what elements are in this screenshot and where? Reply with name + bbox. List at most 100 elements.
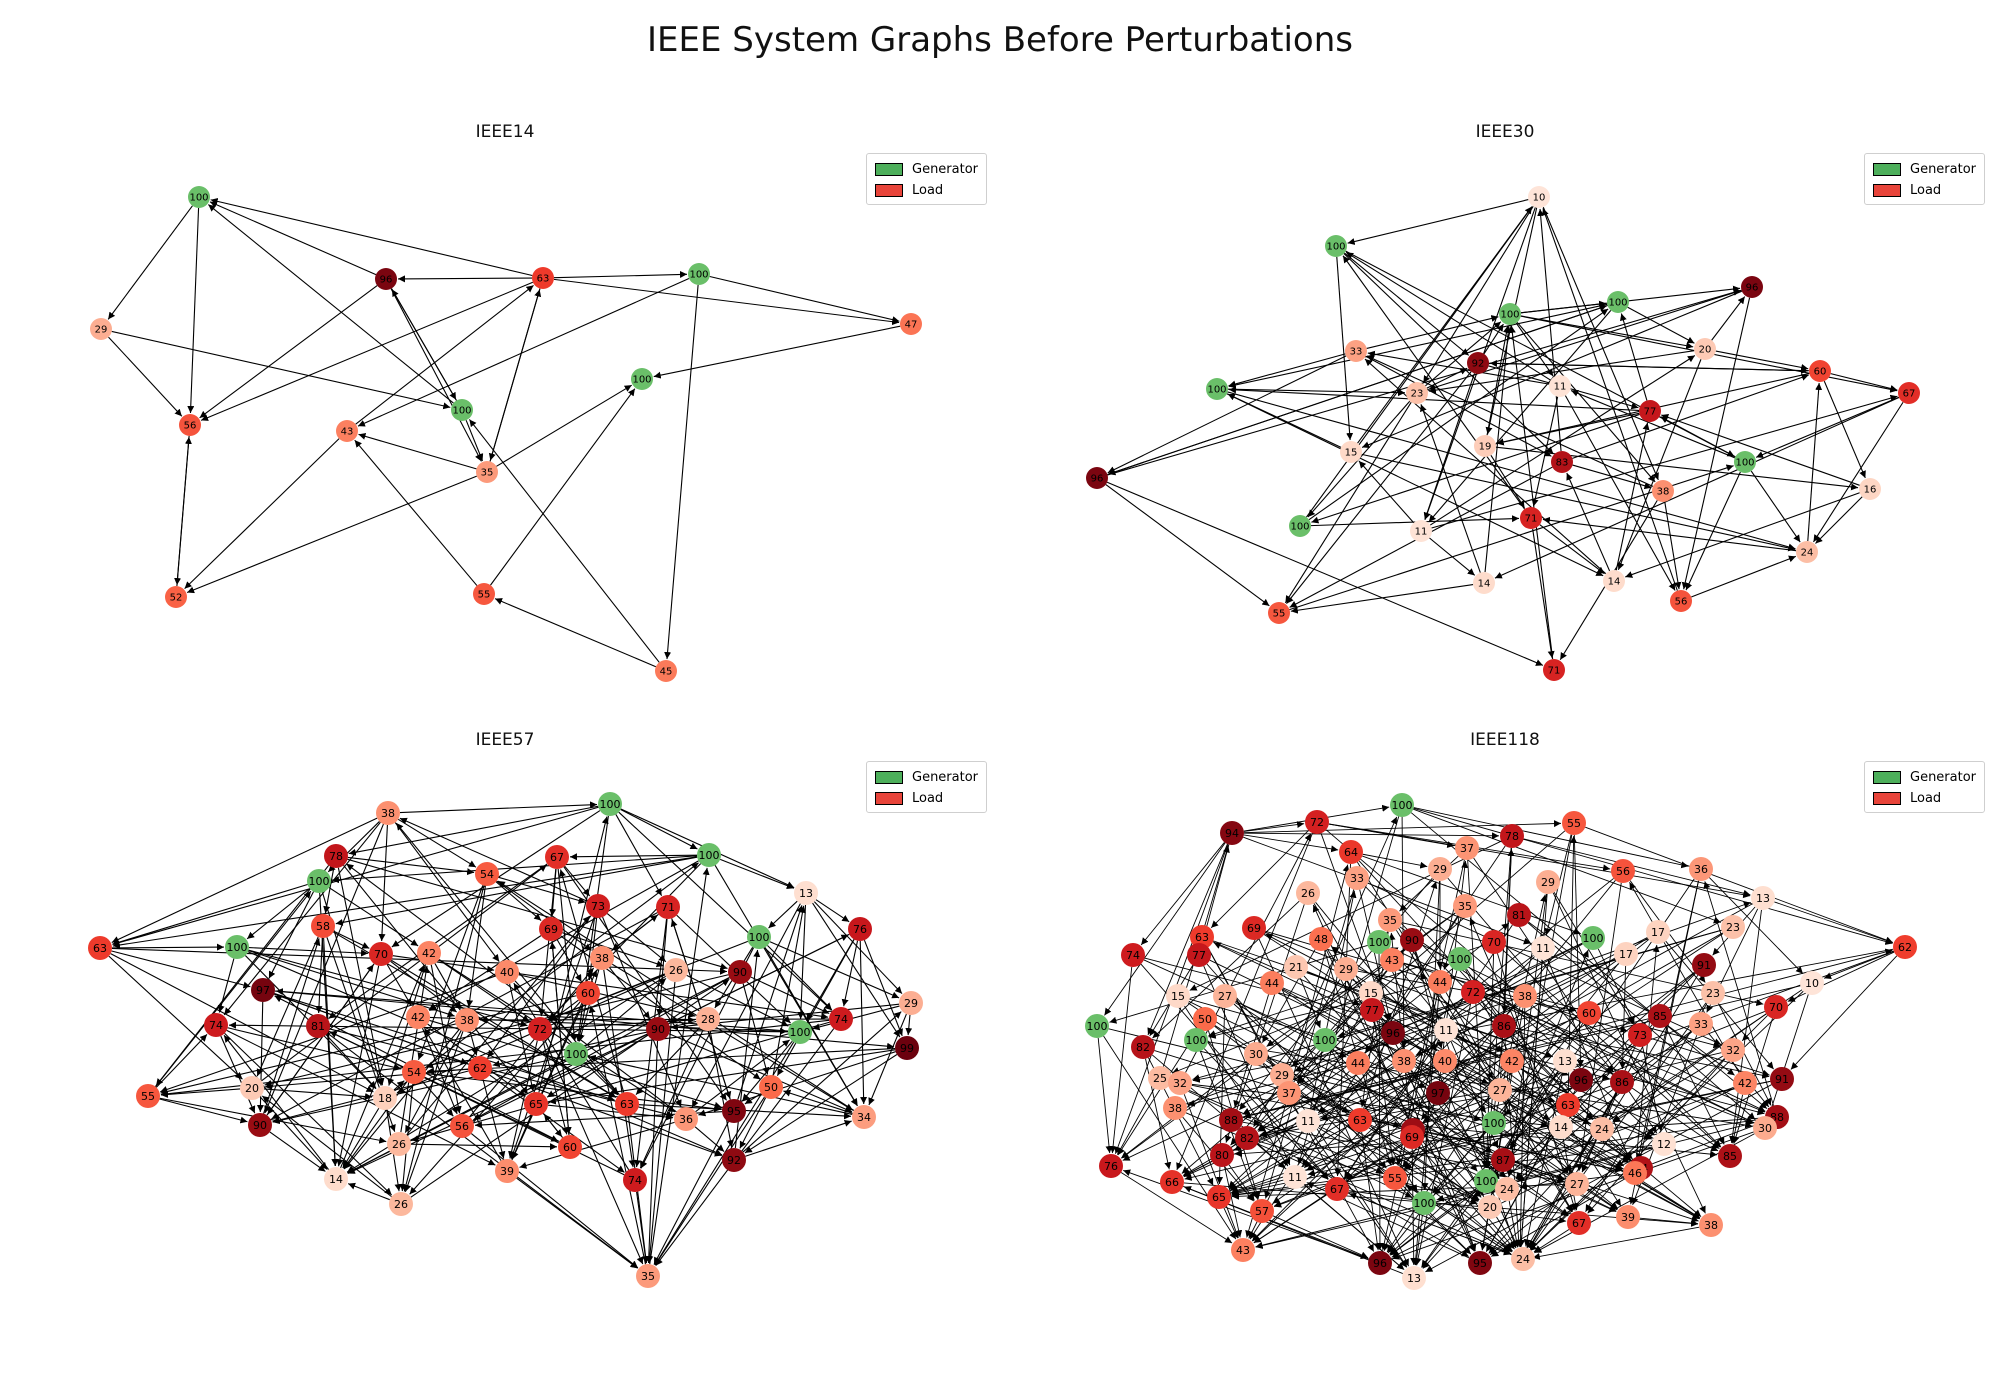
edge	[325, 1034, 377, 1089]
node-label: 78	[329, 850, 343, 863]
panel-ieee14: 100 29 56 52 96 63 43 100 35 100 100 47 55 45	[90, 186, 922, 682]
generator-node: 100	[564, 1042, 588, 1066]
node-label: 57	[1255, 1205, 1269, 1218]
node-circle	[204, 1013, 228, 1037]
node-circle	[376, 801, 400, 825]
load-node: 15	[1359, 981, 1383, 1005]
edge	[347, 976, 730, 1174]
load-node: 20	[240, 1076, 264, 1100]
generator-swatch-icon	[1873, 163, 1901, 176]
load-node: 65	[1207, 1185, 1231, 1209]
load-node: 28	[696, 1007, 720, 1031]
edge	[1428, 309, 1612, 523]
load-node: 33	[1689, 1012, 1713, 1036]
node-circle	[1380, 948, 1404, 972]
load-node: 44	[1428, 970, 1452, 994]
load-node: 24	[1511, 1247, 1535, 1271]
node-label: 67	[1572, 1217, 1586, 1230]
load-node: 63	[1556, 1093, 1580, 1117]
node-label: 96	[380, 275, 393, 286]
node-label: 10	[1533, 193, 1546, 204]
node-label: 29	[1275, 1069, 1289, 1082]
node-label: 12	[1657, 1138, 1671, 1151]
generator-node: 100	[1482, 1111, 1506, 1135]
edge	[1383, 1104, 1435, 1251]
edge	[1515, 1027, 1770, 1079]
node-label: 56	[184, 421, 197, 432]
node-circle	[188, 186, 210, 208]
edge	[1266, 912, 1456, 1047]
node-label: 55	[478, 590, 491, 601]
node-circle	[1467, 352, 1489, 374]
node-circle	[728, 960, 752, 984]
generator-node: 100	[1325, 235, 1347, 257]
generator-node: 100	[451, 399, 473, 421]
node-label: 69	[1247, 922, 1261, 935]
node-circle	[1551, 451, 1573, 473]
edge	[1361, 453, 1796, 552]
node-label: 55	[1567, 817, 1581, 830]
node-label: 38	[1657, 487, 1670, 498]
edge	[347, 1182, 390, 1201]
edge	[602, 916, 682, 1108]
load-node: 17	[1614, 942, 1638, 966]
node-circle	[1187, 943, 1211, 967]
node-label: 56	[455, 1120, 469, 1133]
edge	[1214, 1025, 1513, 1252]
generator-node: 100	[1206, 378, 1228, 400]
node-circle	[1733, 1071, 1757, 1095]
load-node: 71	[1543, 659, 1565, 681]
edge	[841, 940, 859, 1007]
node-circle	[476, 461, 498, 483]
edge	[410, 1143, 558, 1151]
edge	[1171, 997, 1361, 1074]
load-node: 24	[1796, 541, 1818, 563]
load-node: 11	[1283, 1165, 1307, 1189]
node-circle	[1160, 1170, 1184, 1194]
node-label: 46	[1628, 1167, 1642, 1180]
node-label: 74	[1126, 949, 1140, 962]
node-label: 64	[1344, 846, 1358, 859]
legend-ieee14: Generator Load	[866, 153, 988, 205]
edge	[1107, 288, 1741, 476]
edge	[1413, 807, 1689, 869]
node-circle	[1581, 926, 1605, 950]
edge	[905, 1014, 913, 1036]
node-circle	[1646, 920, 1670, 944]
node-label: 86	[1615, 1076, 1629, 1089]
edge	[1509, 1070, 1560, 1150]
edge	[387, 964, 427, 1086]
node-circle	[90, 318, 112, 340]
node-circle	[1400, 1125, 1424, 1149]
node-label: 48	[1314, 933, 1328, 946]
edge	[635, 1027, 701, 1095]
node-circle	[1220, 821, 1244, 845]
edge	[577, 969, 600, 1042]
edge	[1501, 847, 1512, 1014]
node-circle	[1121, 943, 1145, 967]
edge	[1391, 1087, 1735, 1258]
edge	[1213, 940, 1553, 1058]
edge	[606, 913, 667, 963]
load-node: 47	[900, 313, 922, 335]
edge	[1508, 1200, 1520, 1248]
node-circle	[900, 313, 922, 335]
load-node: 43	[336, 420, 358, 442]
node-label: 100	[227, 941, 248, 954]
node-label: 60	[1582, 1007, 1596, 1020]
node-label: 21	[1289, 961, 1303, 974]
edge	[274, 993, 615, 1102]
edge	[111, 943, 225, 951]
node-label: 71	[1548, 666, 1561, 677]
node-label: 42	[411, 1011, 425, 1024]
node-label: 82	[1136, 1041, 1150, 1054]
node-label: 47	[905, 320, 918, 331]
edge	[1203, 1048, 1329, 1180]
edge	[1572, 464, 1652, 490]
node-circle	[1652, 480, 1674, 502]
legend-ieee30: Generator Load	[1864, 153, 1986, 205]
node-circle	[417, 941, 441, 965]
node-label: 87	[1496, 1154, 1510, 1167]
edge	[397, 275, 533, 283]
edge	[1315, 902, 1438, 1052]
